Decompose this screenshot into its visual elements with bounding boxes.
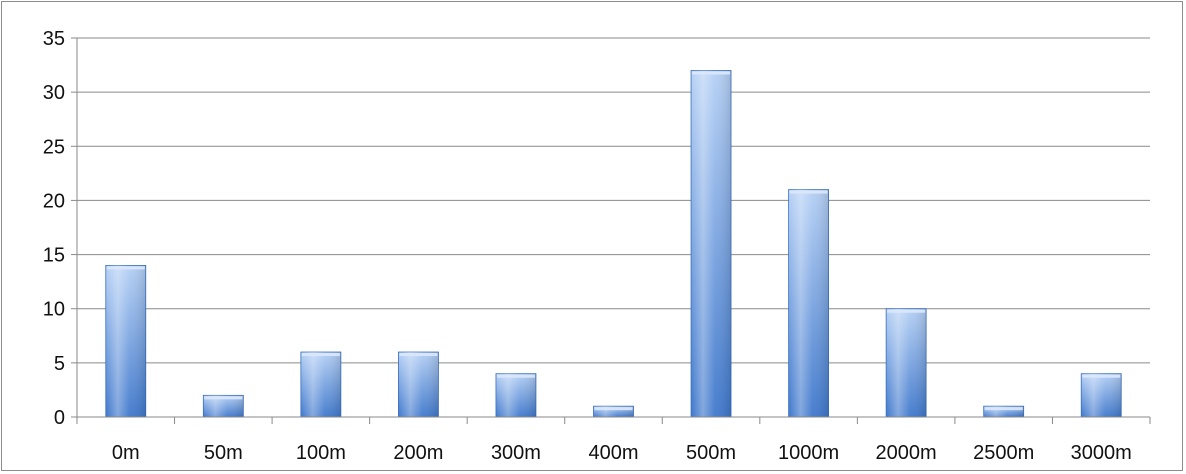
x-tick-label: 400m	[588, 442, 638, 464]
y-axis-ticks: 0 5 10 15 20 25 30 35	[43, 28, 77, 429]
x-tick-label: 500m	[686, 442, 736, 464]
bar-cap	[1082, 374, 1121, 378]
bar-2500m	[983, 405, 1025, 418]
bar-cap	[692, 71, 731, 75]
gridlines	[77, 37, 1150, 364]
bar-shine	[886, 308, 927, 417]
bar-shine	[1081, 373, 1122, 417]
axes	[76, 38, 1150, 418]
bar-cap	[887, 309, 926, 313]
y-tick-label: 25	[43, 136, 65, 158]
bar-shine	[788, 189, 829, 417]
y-tick-label: 35	[43, 28, 65, 50]
y-tick-label: 15	[43, 245, 65, 267]
bar-shine	[593, 406, 634, 417]
y-tick-label: 0	[54, 407, 65, 429]
bar-shine	[495, 373, 536, 417]
x-tick-label: 2500m	[973, 442, 1034, 464]
bar-cap	[301, 353, 340, 357]
bar-1000m	[788, 189, 829, 418]
bar-100m	[300, 351, 342, 418]
y-tick-label: 20	[43, 190, 65, 212]
bar-shine	[983, 406, 1024, 417]
bar-shine	[691, 70, 732, 417]
bar-0m	[105, 264, 147, 418]
bar-cap	[984, 407, 1023, 411]
bar-50m	[202, 394, 244, 418]
x-tick-label: 3000m	[1071, 442, 1132, 464]
bar-400m	[593, 405, 634, 418]
y-tick-label: 10	[43, 299, 65, 321]
bar-cap	[106, 266, 145, 270]
bar-cap	[399, 353, 438, 357]
x-tick-label: 2000m	[876, 442, 937, 464]
y-tick-label: 5	[54, 353, 65, 375]
bar-cap	[496, 374, 535, 378]
x-tick-label: 50m	[204, 442, 243, 464]
x-tick-label: 0m	[112, 442, 140, 464]
x-tick-label: 100m	[296, 442, 346, 464]
bars	[105, 70, 1122, 418]
x-axis-ticks: 0m 50m 100m 200m 300m 400m 500m 1000m 2000m 2500m…	[76, 417, 1151, 464]
bar-2000m	[885, 308, 927, 418]
bar-3000m	[1080, 373, 1122, 418]
bar-cap	[204, 396, 243, 400]
y-tick-label: 30	[43, 82, 65, 104]
bar-shine	[300, 352, 341, 417]
bar-200m	[398, 351, 439, 418]
bar-500m	[690, 70, 732, 418]
x-tick-label: 300m	[491, 442, 541, 464]
bar-shine	[105, 265, 146, 417]
bar-cap	[594, 407, 633, 411]
x-tick-label: 200m	[393, 442, 443, 464]
x-tick-label: 1000m	[778, 442, 839, 464]
bar-300m	[495, 373, 537, 418]
bar-cap	[789, 190, 828, 194]
bar-shine	[203, 395, 244, 417]
bar-shine	[398, 352, 439, 417]
